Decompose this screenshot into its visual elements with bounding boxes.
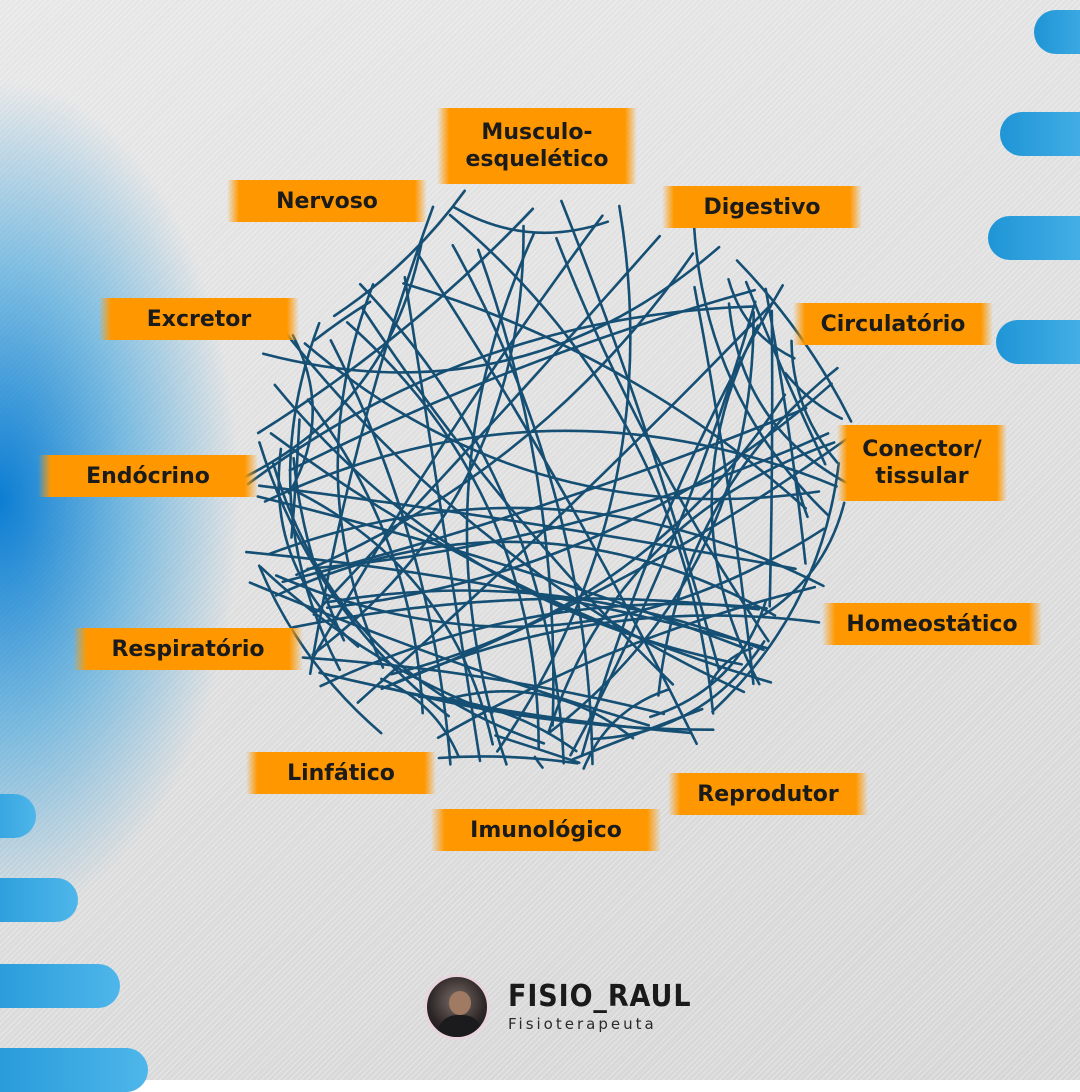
web-curve: [259, 565, 494, 714]
web-curve: [744, 280, 827, 466]
web-curve: [274, 540, 777, 617]
web-curve: [325, 382, 833, 609]
web-curve: [707, 647, 753, 688]
decor-pill: [996, 320, 1080, 364]
web-curve: [784, 372, 844, 420]
label-imunologico: Imunológico: [431, 809, 661, 851]
web-curve: [711, 462, 841, 713]
web-curve: [380, 437, 848, 690]
web-curve: [649, 599, 768, 719]
web-curve: [555, 236, 770, 643]
web-curve: [402, 282, 807, 510]
web-curve: [332, 189, 466, 318]
web-curve: [257, 564, 383, 735]
web-curve: [318, 671, 693, 735]
web-curve: [262, 245, 721, 374]
web-curve: [727, 302, 853, 487]
web-curve: [582, 688, 670, 770]
web-curve: [306, 432, 830, 571]
label-endocrino: Endócrino: [38, 455, 258, 497]
web-curve: [465, 232, 535, 766]
label-respiratorio: Respiratório: [73, 628, 303, 670]
web-curve: [281, 406, 808, 584]
web-curve: [329, 339, 452, 766]
web-curve: [437, 755, 579, 765]
decor-pill: [988, 216, 1080, 260]
web-curve: [494, 734, 581, 764]
web-curve: [356, 300, 775, 704]
web-curve: [277, 447, 360, 648]
web-curve: [276, 321, 746, 694]
decor-pill: [1000, 112, 1080, 156]
web-curve: [452, 205, 610, 235]
label-musculo-esqueletico: Musculo- esquelético: [437, 108, 637, 184]
label-nervoso: Nervoso: [227, 180, 427, 222]
web-curve: [312, 234, 661, 616]
web-curve: [246, 305, 756, 486]
web-curve: [358, 282, 565, 765]
web-curve: [533, 755, 544, 769]
web-curve: [232, 238, 424, 484]
web-curve: [263, 429, 838, 503]
label-homeostatico: Homeostático: [822, 603, 1042, 645]
label-circulatorio: Circulatório: [793, 303, 993, 345]
web-curve: [693, 285, 755, 686]
web-curve: [345, 321, 540, 750]
web-curve: [256, 495, 746, 650]
brand-role: Fisioterapeuta: [508, 1015, 657, 1033]
web-curve: [267, 506, 825, 588]
web-curve: [303, 342, 821, 501]
label-reprodutor: Reprodutor: [668, 773, 868, 815]
web-curve: [590, 640, 766, 741]
web-curve: [257, 484, 797, 571]
decor-pill: [0, 878, 78, 922]
web-curve: [287, 334, 314, 495]
web-curve: [310, 214, 604, 662]
web-curve: [256, 207, 535, 435]
web-curve: [547, 441, 836, 735]
avatar: [424, 974, 490, 1040]
label-excretor: Excretor: [99, 298, 299, 340]
web-curve: [390, 393, 787, 676]
web-curve: [496, 204, 632, 753]
author-footer: FISIO_RAUL Fisioterapeuta: [424, 972, 712, 1042]
web-curve: [319, 602, 768, 688]
web-curve: [274, 527, 826, 628]
decor-pill: [0, 794, 36, 838]
web-curve: [444, 690, 635, 740]
decor-pill: [1034, 10, 1080, 54]
web-curve: [273, 383, 743, 666]
web-curve: [336, 283, 385, 669]
web-curve: [768, 309, 774, 608]
decor-pill: [0, 964, 120, 1008]
web-curve: [313, 300, 372, 342]
web-curve: [758, 501, 846, 619]
web-curve: [794, 476, 809, 519]
brand-name: FISIO_RAUL: [508, 979, 692, 1014]
label-conector-tissular: Conector/ tissular: [837, 425, 1007, 501]
label-linfatico: Linfático: [246, 752, 436, 794]
web-curve: [269, 432, 773, 684]
web-curve: [295, 252, 695, 577]
web-curve: [245, 550, 768, 650]
label-digestivo: Digestivo: [662, 186, 862, 228]
brand: FISIO_RAUL Fisioterapeuta: [508, 980, 712, 1034]
web-curve: [301, 656, 666, 716]
